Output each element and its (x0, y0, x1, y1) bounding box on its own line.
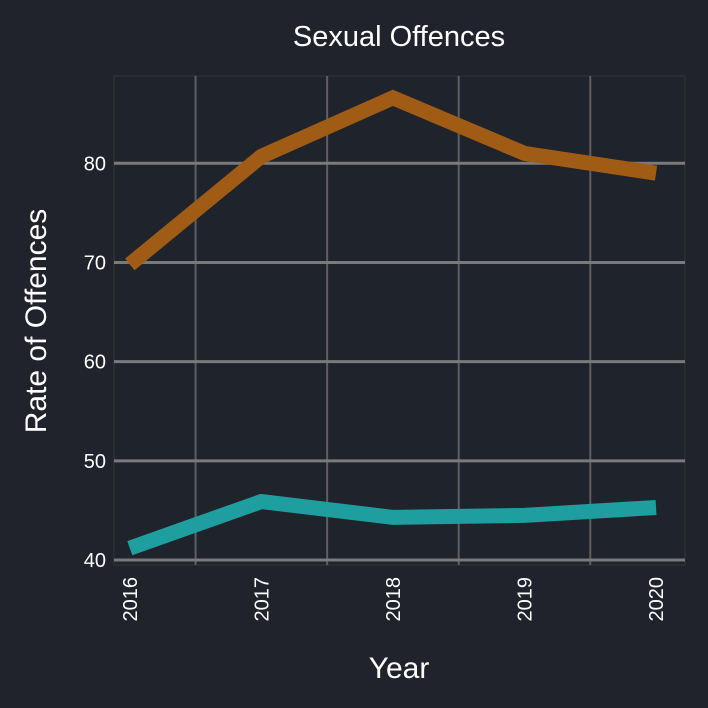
y-tick-label: 40 (84, 550, 106, 572)
series-layer (125, 89, 658, 556)
plot-panel (113, 75, 686, 566)
x-tick-label: 2017 (251, 577, 273, 622)
y-tick-label: 70 (84, 252, 106, 274)
x-axis-ticks: 2016 2017 2018 2019 2020 (120, 577, 668, 622)
x-tick-label: 2016 (120, 577, 142, 622)
chart-title: Sexual Offences (293, 21, 505, 53)
x-tick-label: 2019 (514, 577, 536, 622)
y-tick-label: 60 (84, 352, 106, 374)
y-tick-label: 50 (84, 451, 106, 473)
x-tick-label: 2020 (646, 577, 668, 622)
y-axis-title: Rate of Offences (20, 209, 53, 434)
y-tick-label: 80 (84, 153, 106, 175)
y-axis-ticks: 40 50 60 70 80 (84, 153, 106, 572)
x-tick-label: 2018 (383, 577, 405, 622)
x-axis-title: Year (369, 652, 430, 685)
